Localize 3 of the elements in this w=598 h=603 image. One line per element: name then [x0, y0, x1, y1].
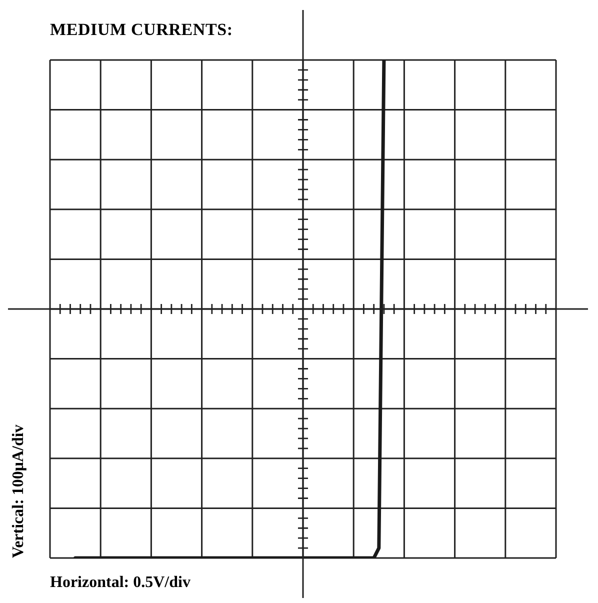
x-axis-title: Horizontal: 0.5V/div — [50, 574, 190, 592]
chart-title: MEDIUM CURRENTS: — [50, 20, 233, 40]
y-axis-title: Vertical: 100μA/div — [10, 424, 28, 558]
